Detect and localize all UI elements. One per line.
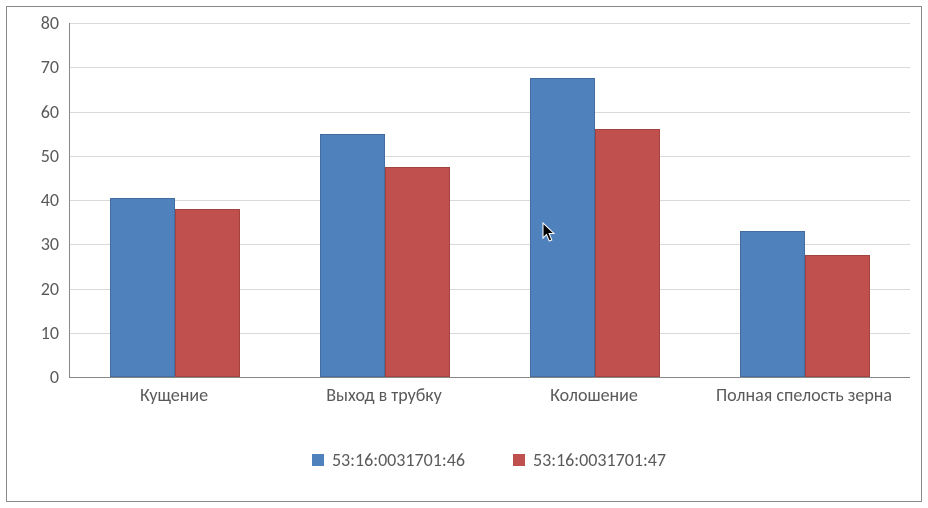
y-tick-label: 40 (7, 189, 59, 211)
x-category-label: Выход в трубку (279, 385, 489, 407)
legend-item: 53:16:0031701:46 (312, 449, 465, 471)
gridline (70, 23, 910, 24)
gridline (70, 156, 910, 157)
y-tick-label: 80 (7, 12, 59, 34)
chart-border: 0 10 20 30 40 50 60 70 80 КущениеВыход в трубкуК… (6, 6, 922, 502)
y-tick-label: 30 (7, 233, 59, 255)
y-tick-label: 20 (7, 278, 59, 300)
y-tick-label: 10 (7, 322, 59, 344)
legend-label: 53:16:0031701:46 (332, 449, 465, 471)
y-tick-label: 60 (7, 101, 59, 123)
legend: 53:16:0031701:46 53:16:0031701:47 (69, 449, 909, 471)
bar (175, 209, 240, 377)
chart-frame: 0 10 20 30 40 50 60 70 80 КущениеВыход в трубкуК… (0, 0, 928, 508)
legend-swatch (312, 454, 324, 466)
x-category-label: Колошение (489, 385, 699, 407)
legend-swatch (513, 454, 525, 466)
y-tick-label: 0 (7, 366, 59, 388)
bar (805, 255, 870, 377)
y-tick-label: 50 (7, 145, 59, 167)
x-category-label: Кущение (69, 385, 279, 407)
bar (320, 134, 385, 377)
gridline (70, 112, 910, 113)
bar (595, 129, 660, 377)
bar (530, 78, 595, 377)
bar (385, 167, 450, 377)
bar (740, 231, 805, 377)
gridline (70, 200, 910, 201)
x-category-label: Полная спелость зерна (699, 385, 909, 407)
legend-item: 53:16:0031701:47 (513, 449, 666, 471)
bar (110, 198, 175, 377)
y-tick-label: 70 (7, 56, 59, 78)
plot-area (69, 23, 910, 378)
gridline (70, 67, 910, 68)
legend-label: 53:16:0031701:47 (533, 449, 666, 471)
